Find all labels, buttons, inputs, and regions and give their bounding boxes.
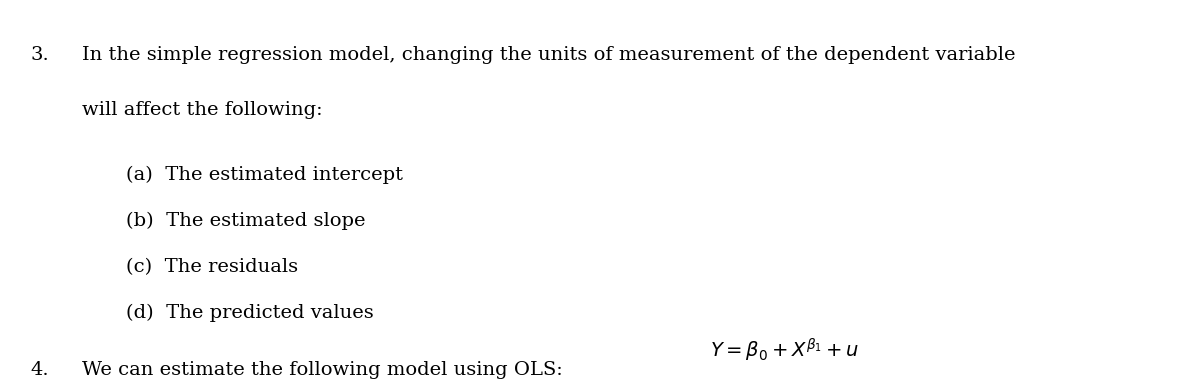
Text: (a)  The estimated intercept: (a) The estimated intercept: [126, 166, 403, 185]
Text: 3.: 3.: [30, 46, 49, 64]
Text: will affect the following:: will affect the following:: [82, 101, 323, 119]
Text: (b)  The estimated slope: (b) The estimated slope: [126, 212, 366, 230]
Text: (d)  The predicted values: (d) The predicted values: [126, 304, 373, 322]
Text: In the simple regression model, changing the units of measurement of the depende: In the simple regression model, changing…: [82, 46, 1015, 64]
Text: We can estimate the following model using OLS:: We can estimate the following model usin…: [82, 361, 569, 379]
Text: $Y = \beta_0 + X^{\beta_1} + u$: $Y = \beta_0 + X^{\beta_1} + u$: [710, 337, 859, 364]
Text: (c)  The residuals: (c) The residuals: [126, 258, 298, 276]
Text: 4.: 4.: [30, 361, 49, 379]
